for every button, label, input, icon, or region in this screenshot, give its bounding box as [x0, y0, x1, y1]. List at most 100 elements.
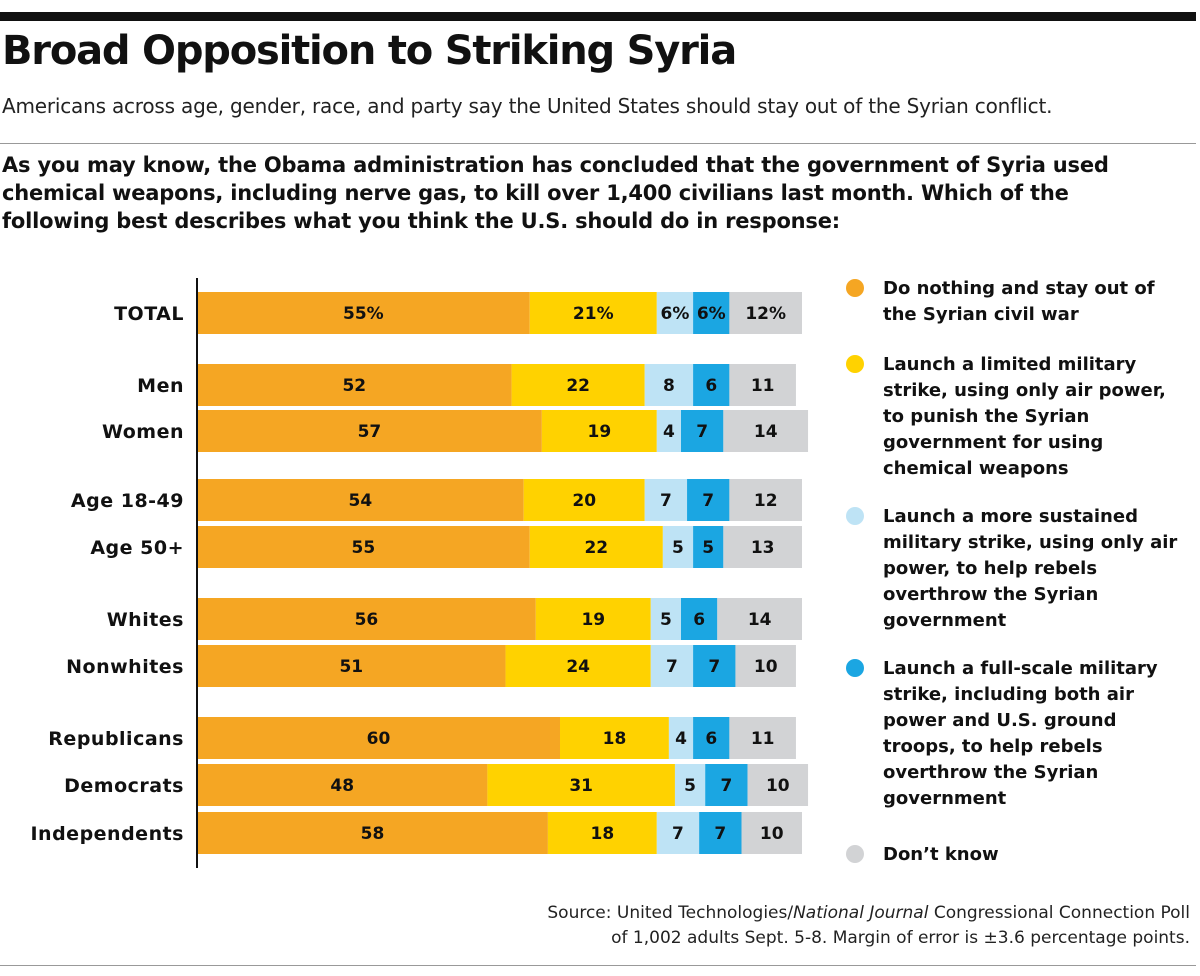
question-line-3: following best describes what you think … [2, 209, 840, 233]
bar-segment-do-nothing [197, 645, 506, 687]
data-label: 11 [751, 729, 775, 749]
bar-segment-do-nothing [197, 764, 488, 806]
data-label: 48 [330, 776, 354, 796]
question-line-2: chemical weapons, including nerve gas, t… [2, 181, 1069, 205]
source-publication: National Journal [793, 903, 929, 923]
bar-segment-dont-know [729, 364, 796, 406]
data-label: 8 [663, 376, 675, 396]
category-label: Independents [30, 823, 184, 845]
data-label: 5 [660, 610, 672, 630]
data-label: 19 [581, 610, 605, 630]
data-label: 10 [766, 776, 790, 796]
data-label: 31 [569, 776, 593, 796]
data-label: 56 [355, 610, 379, 630]
top-rule [0, 12, 1196, 21]
data-label: 22 [584, 538, 608, 558]
bar-segment-do-nothing [197, 364, 512, 406]
data-label: 7 [708, 657, 720, 677]
bar-segment-dont-know [723, 410, 809, 452]
bar-segment-do-nothing [197, 292, 530, 334]
bar-segment-limited-strike [529, 526, 663, 568]
bar-segment-full-scale-strike [681, 410, 724, 452]
bar-segment-sustained-strike [650, 598, 681, 640]
category-label: Men [137, 375, 184, 397]
category-label: TOTAL [114, 303, 184, 325]
bar-segment-limited-strike [523, 479, 645, 521]
data-label: 7 [714, 824, 726, 844]
bar-segment-dont-know [723, 526, 802, 568]
bar-segment-do-nothing [197, 598, 536, 640]
bar-segment-sustained-strike [644, 479, 688, 521]
source-note: Source: United Technologies/National Jou… [547, 901, 1190, 951]
bar-segment-sustained-strike [650, 645, 694, 687]
gray-dot-icon [846, 845, 864, 863]
data-label: 20 [572, 491, 596, 511]
data-label: 22 [566, 376, 590, 396]
data-label: 7 [696, 422, 708, 442]
category-label: Women [102, 421, 184, 443]
bar-segment-sustained-strike [656, 812, 700, 854]
data-label: 7 [666, 657, 678, 677]
data-label: 7 [720, 776, 732, 796]
data-label: 14 [748, 610, 772, 630]
bar-segment-limited-strike [505, 645, 651, 687]
data-label: 7 [672, 824, 684, 844]
category-label: Age 18-49 [71, 490, 184, 512]
data-label: 18 [591, 824, 615, 844]
bar-segment-dont-know [747, 764, 809, 806]
bar-segment-do-nothing [197, 812, 548, 854]
bar-segment-full-scale-strike [693, 292, 730, 334]
bar-segment-sustained-strike [662, 526, 694, 568]
source-line-1: Source: United Technologies/National Jou… [547, 901, 1190, 926]
data-label: 21% [573, 304, 614, 324]
data-label: 60 [367, 729, 391, 749]
data-label: 6 [693, 610, 705, 630]
data-label: 5 [702, 538, 714, 558]
source-line-2: of 1,002 adults Sept. 5-8. Margin of err… [611, 928, 1190, 948]
category-label: Age 50+ [90, 537, 184, 559]
legend-label: Don’t know [883, 844, 999, 865]
bar-segment-dont-know [717, 598, 802, 640]
data-label: 18 [603, 729, 627, 749]
legend-label: Do nothing and stay out of the Syrian ci… [883, 278, 1155, 325]
yellow-dot-icon [846, 355, 864, 373]
bar-segment-dont-know [729, 292, 802, 334]
header-divider [0, 143, 1196, 144]
bar-segment-sustained-strike [644, 364, 694, 406]
bar-segment-sustained-strike [656, 410, 681, 452]
bar-segment-dont-know [729, 479, 802, 521]
data-label: 6% [697, 304, 726, 324]
bar-segment-do-nothing [197, 526, 530, 568]
data-label: 10 [760, 824, 784, 844]
bar-segment-full-scale-strike [693, 645, 736, 687]
data-label: 6 [705, 729, 717, 749]
bar-segment-limited-strike [535, 598, 651, 640]
data-label: 55 [352, 538, 376, 558]
data-label: 58 [361, 824, 385, 844]
data-label: 19 [587, 422, 611, 442]
category-label: Republicans [48, 728, 184, 750]
data-label: 5 [672, 538, 684, 558]
bar-segment-full-scale-strike [705, 764, 748, 806]
bar-segment-limited-strike [529, 292, 657, 334]
blue-dot-icon [846, 659, 864, 677]
bar-segment-do-nothing [197, 410, 542, 452]
data-label: 5 [684, 776, 696, 796]
data-label: 7 [660, 491, 672, 511]
bar-segment-sustained-strike [668, 717, 694, 759]
light-blue-dot-icon [846, 507, 864, 525]
data-label: 12 [754, 491, 778, 511]
bar-segment-limited-strike [541, 410, 657, 452]
bar-segment-limited-strike [487, 764, 675, 806]
bar-segment-limited-strike [511, 364, 645, 406]
bar-segment-full-scale-strike [681, 598, 718, 640]
category-label: Democrats [64, 775, 184, 797]
footer-divider [0, 965, 1196, 966]
bar-segment-sustained-strike [656, 292, 694, 334]
bar-segment-limited-strike [547, 812, 657, 854]
data-label: 57 [358, 422, 382, 442]
question-line-1: As you may know, the Obama administratio… [2, 153, 1109, 177]
data-label: 55% [343, 304, 384, 324]
legend-label: Launch a more sustained military strike,… [883, 506, 1178, 631]
bar-segment-do-nothing [197, 717, 560, 759]
